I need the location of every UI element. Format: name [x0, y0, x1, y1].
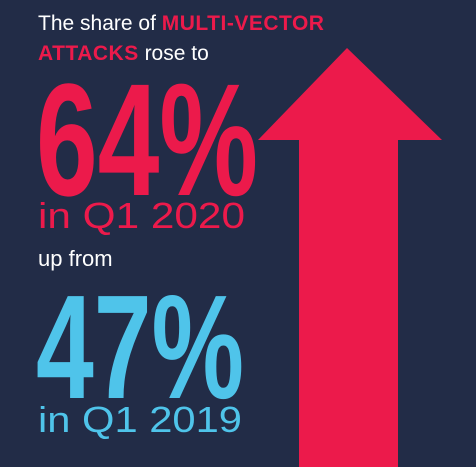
headline-highlight: ATTACKS: [38, 42, 139, 65]
previous-value: 47%: [36, 265, 244, 430]
current-value: 64%: [36, 50, 258, 229]
headline-text: The share of: [38, 12, 156, 35]
connector-text: up from: [38, 246, 113, 271]
headline-text: rose to: [145, 42, 209, 65]
headline-line-2: ATTACKS rose to: [38, 42, 209, 65]
current-period: in Q1 2020: [38, 195, 245, 236]
previous-period: in Q1 2019: [38, 399, 242, 440]
headline-highlight: MULTI-VECTOR: [162, 12, 325, 35]
up-arrow: [258, 48, 442, 467]
headline-line-1: The share of MULTI-VECTOR: [38, 12, 324, 35]
